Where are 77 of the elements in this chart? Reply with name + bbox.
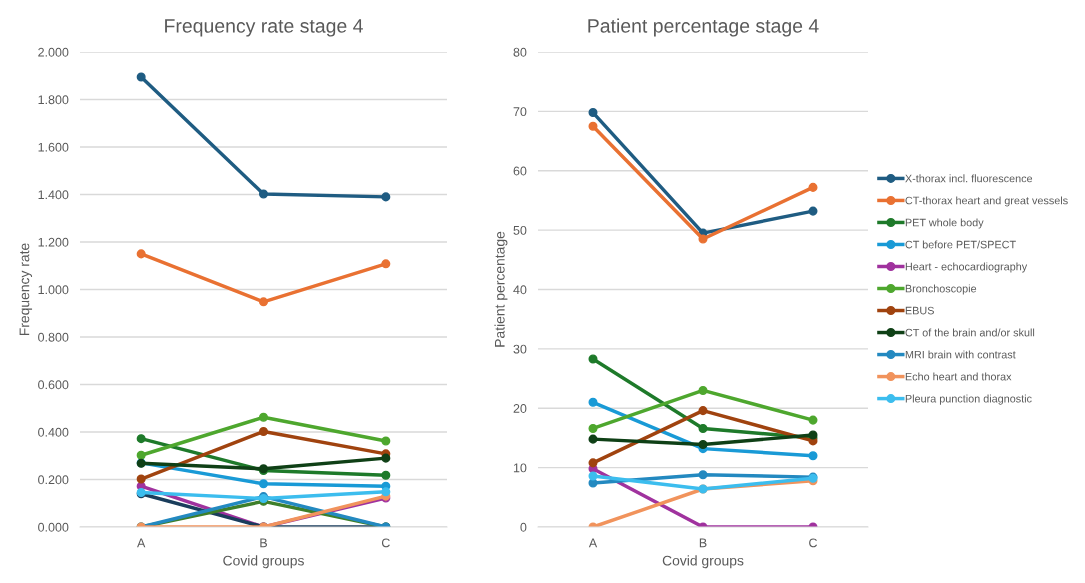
y-tick-label: 70 [513,107,527,117]
point [808,415,818,425]
point [588,471,598,481]
point [381,192,391,202]
point [588,423,598,433]
point [698,423,708,433]
legend-label: MRI brain with contrast [905,350,1016,359]
legend-label: CT-thorax heart and great vessels [905,196,1068,207]
x-tick-label: C [381,538,390,548]
point [381,470,391,480]
x-axis-title: Covid groups [223,555,304,569]
x-tick-label: A [588,538,598,548]
point [698,234,708,244]
point [136,474,146,484]
point [698,406,708,416]
y-tick-label: 1.000 [38,285,69,295]
point [136,249,146,259]
legend-label: Bronchoscopie [905,284,977,295]
point [258,297,269,307]
y-tick-label: 0.200 [38,475,69,485]
y-axis-title: Frequency rate [19,243,33,336]
point [588,397,598,407]
y-tick-label: 0.600 [38,380,69,390]
y-axis-title: Patient percentage [494,231,508,347]
legend-label: Echo heart and thorax [905,372,1012,381]
legend-label: PET whole body [905,218,984,229]
x-axis-title: Covid groups [662,555,744,569]
point [258,479,269,489]
y-tick-label: 30 [513,344,527,354]
y-tick-label: 0.400 [38,427,69,437]
legend-label: Heart - echocardiography [905,262,1028,273]
y-tick-label: 50 [513,225,527,235]
point [258,427,269,437]
point [808,206,818,216]
point [588,354,598,364]
legend-label: X-thorax incl. fluorescence [905,174,1033,183]
chart-title: Frequency rate stage 4 [165,19,363,37]
y-tick-label: 40 [513,285,527,295]
point [381,453,391,463]
point [808,182,818,192]
point [258,412,269,422]
y-tick-label: 10 [513,463,527,473]
point [698,439,708,449]
legend-label: EBUS [905,306,934,315]
point [136,434,146,444]
point [381,259,391,269]
point [588,121,598,131]
y-tick-label: 1.600 [38,142,69,152]
y-tick-label: 80 [513,47,527,57]
x-tick-label: A [137,538,146,548]
legend-label: Pleura punction diagnostic [905,394,1032,405]
point [588,108,598,118]
point [698,385,708,395]
y-tick-label: 0.000 [38,522,69,532]
x-tick-label: B [699,538,707,548]
y-tick-label: 2.000 [38,47,69,57]
x-tick-label: C [809,538,818,548]
legend-label: CT of the brain and/or skull [905,328,1035,337]
y-tick-label: 20 [513,404,527,413]
point [381,436,391,446]
y-tick-label: 0 [520,522,527,532]
chart-title: Patient percentage stage 4 [588,18,819,37]
x-tick-label: B [260,538,268,548]
point [588,458,598,468]
y-tick-label: 0.800 [38,332,69,342]
y-tick-label: 60 [513,166,527,176]
legend-label: CT before PET/SPECT [905,240,1016,249]
point [381,487,391,497]
point [588,434,598,444]
point [136,450,146,460]
point [808,451,818,461]
point [258,189,269,199]
y-tick-label: 1.800 [38,95,69,105]
point [136,72,146,82]
point [698,470,708,480]
y-tick-label: 1.400 [38,190,69,200]
y-tick-label: 1.200 [38,237,69,247]
